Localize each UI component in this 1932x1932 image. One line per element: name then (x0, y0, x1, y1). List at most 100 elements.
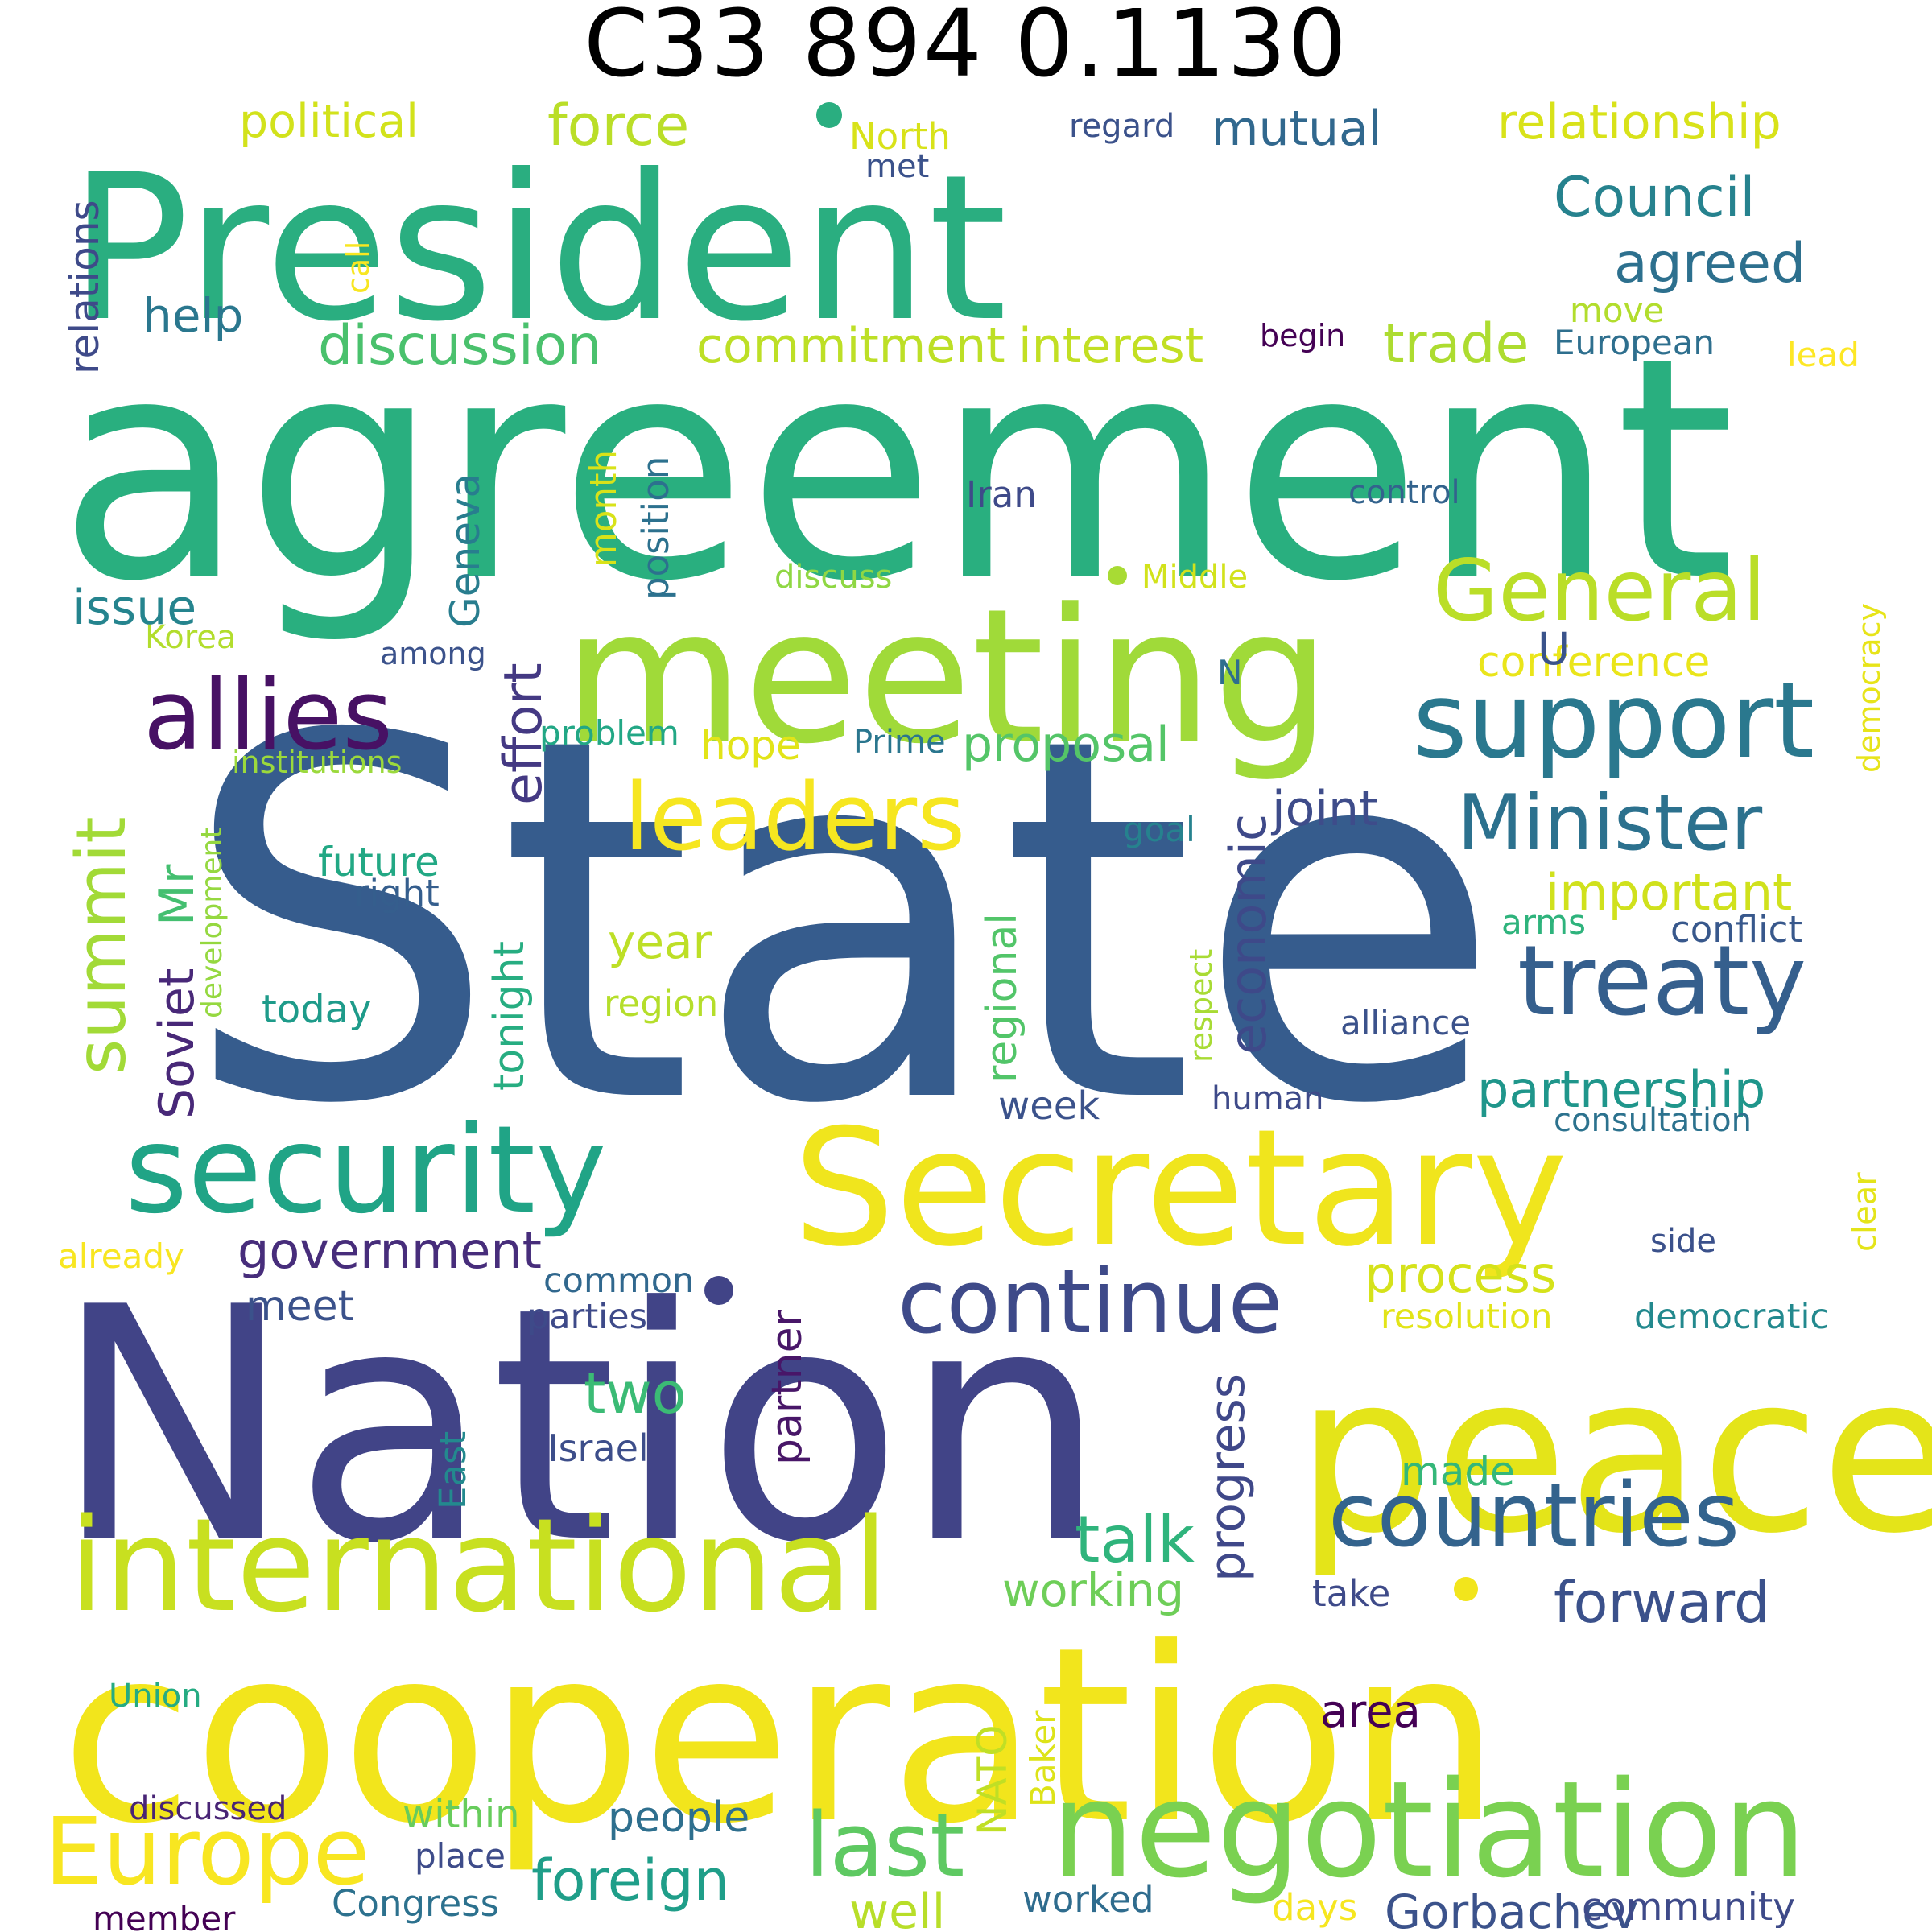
word-n: N (1217, 653, 1242, 692)
decorative-dot (816, 102, 842, 128)
word-interest: interest (1018, 318, 1203, 374)
word-side: side (1650, 1223, 1716, 1260)
word-meeting: meeting (564, 570, 1331, 785)
word-issue: issue (72, 580, 196, 636)
word-congress: Congress (332, 1882, 499, 1925)
word-process: process (1364, 1245, 1556, 1304)
word-position: position (634, 456, 677, 600)
word-treaty: treaty (1517, 926, 1806, 1038)
word-iran: Iran (966, 473, 1037, 516)
word-talk: talk (1075, 1502, 1195, 1577)
word-already: already (58, 1236, 184, 1276)
word-worked: worked (1022, 1878, 1154, 1921)
word-countries: countries (1328, 1463, 1740, 1567)
word-year: year (608, 914, 712, 969)
word-nato: NATO (969, 1724, 1016, 1835)
word-mutual: mutual (1212, 101, 1381, 157)
word-east: East (431, 1431, 474, 1509)
word-partnership: partnership (1477, 1060, 1765, 1119)
word-among: among (380, 636, 486, 671)
word-tonight: tonight (485, 941, 534, 1091)
decorative-dot (704, 1276, 733, 1305)
word-within: within (402, 1792, 520, 1837)
word-president: President (68, 131, 1007, 365)
word-commitment: commitment (696, 318, 1005, 374)
word-mr: Mr (149, 864, 205, 926)
word-begin: begin (1260, 318, 1345, 353)
word-call: call (341, 242, 376, 294)
word-well: well (849, 1884, 945, 1932)
word-korea: Korea (145, 619, 236, 656)
word-alliance: alliance (1340, 1003, 1471, 1042)
word-conference: conference (1477, 638, 1710, 687)
word-area: area (1320, 1686, 1421, 1738)
word-forward: forward (1554, 1570, 1769, 1636)
word-week: week (998, 1084, 1100, 1129)
word-discussion: discussion (318, 314, 601, 378)
word-hope: hope (700, 722, 801, 769)
word-help: help (142, 288, 243, 343)
word-member: member (93, 1899, 236, 1932)
word-north: North (849, 115, 951, 158)
word-secretary: Secretary (793, 1095, 1567, 1282)
word-today: today (262, 987, 371, 1032)
word-u: U (1538, 623, 1570, 675)
word-israel: Israel (547, 1426, 649, 1470)
word-minister: Minister (1457, 779, 1763, 868)
word-two: two (584, 1360, 687, 1426)
word-support: support (1413, 659, 1814, 782)
word-met: met (865, 148, 929, 185)
word-democracy: democracy (1852, 603, 1887, 773)
word-union: Union (109, 1678, 202, 1715)
word-european: European (1554, 323, 1715, 362)
word-agreement: agreement (58, 291, 1735, 648)
word-respect: respect (1183, 949, 1219, 1063)
word-continue: continue (898, 1250, 1282, 1353)
word-joint: joint (1270, 781, 1378, 837)
word-regional: regional (978, 913, 1026, 1083)
word-community: community (1582, 1885, 1795, 1930)
word-region: region (604, 982, 718, 1025)
word-security: security (125, 1100, 607, 1241)
word-institutions: institutions (232, 745, 402, 780)
word-progress: progress (1199, 1373, 1256, 1582)
word-political: political (239, 95, 419, 148)
word-leaders: leaders (624, 764, 965, 872)
word-international: international (68, 1490, 888, 1641)
word-development: development (196, 828, 229, 1018)
word-problem: problem (539, 713, 679, 753)
word-relations: relations (61, 200, 108, 374)
word-europe: Europe (44, 1798, 369, 1906)
word-cooperation: cooperation (60, 1596, 1501, 1876)
word-control: control (1348, 474, 1460, 511)
word-parties: parties (527, 1297, 647, 1337)
word-human: human (1212, 1080, 1324, 1117)
word-prime: Prime (853, 724, 946, 761)
word-last: last (805, 1794, 964, 1897)
word-government: government (237, 1221, 542, 1280)
word-state: State (181, 633, 1502, 1213)
word-resolution: resolution (1381, 1297, 1552, 1337)
word-nation: Nation (52, 1240, 1108, 1614)
word-foreign: foreign (531, 1847, 729, 1913)
word-soviet: Soviet (149, 968, 205, 1119)
word-proposal: proposal (962, 716, 1170, 773)
word-geneva: Geneva (442, 473, 489, 628)
word-common: common (543, 1261, 694, 1301)
word-discuss: discuss (774, 559, 892, 596)
word-general: General (1433, 542, 1766, 640)
decorative-dot (1108, 566, 1127, 585)
word-made: made (1401, 1448, 1515, 1495)
cloud-title: C33 894 0.1130 (584, 0, 1348, 98)
word-move: move (1570, 291, 1664, 330)
word-baker: Baker (1023, 1710, 1063, 1807)
word-month: month (582, 450, 625, 568)
word-effort: effort (493, 663, 554, 805)
word-regard: regard (1069, 108, 1174, 145)
word-allies: allies (143, 660, 393, 772)
word-conflict: conflict (1670, 908, 1802, 951)
word-relationship: relationship (1497, 94, 1781, 151)
word-force: force (547, 93, 689, 159)
word-gorbachev: Gorbachev (1385, 1885, 1638, 1932)
